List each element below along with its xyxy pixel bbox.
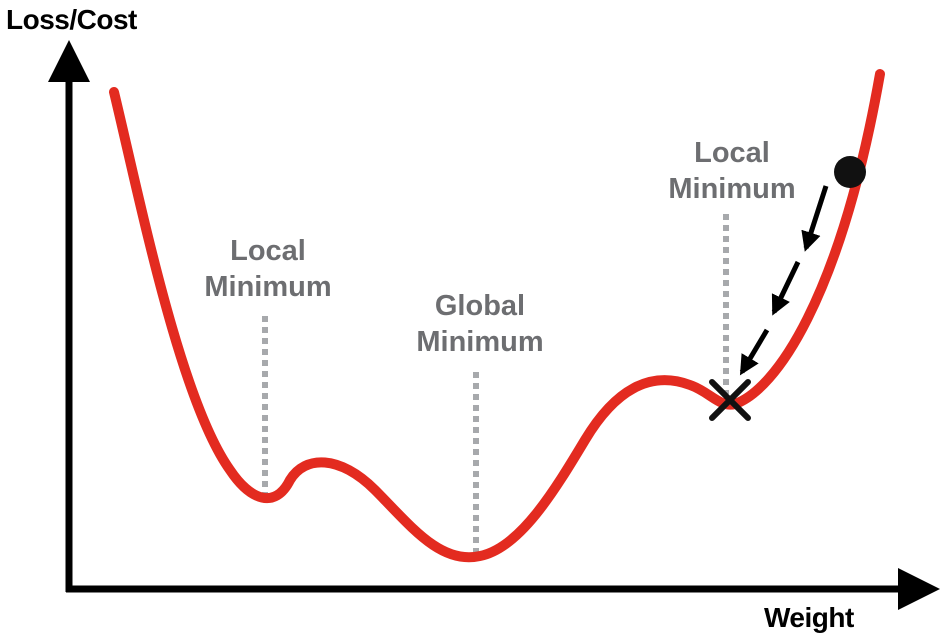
descent-arrow-3 [739, 328, 770, 376]
descent-path [739, 185, 829, 376]
y-axis [48, 40, 90, 592]
descent-arrow-1 [801, 185, 829, 252]
global-minimum-label: Global Minimum [416, 292, 543, 364]
global-minimum-line1: Global [434, 290, 526, 322]
loss-curve [109, 69, 885, 563]
x-axis-title: Weight [764, 602, 854, 633]
local-minimum-left-line1: Local [230, 235, 306, 267]
x-axis [66, 568, 940, 610]
y-axis-title: Loss/Cost [6, 4, 137, 35]
global-minimum-line2: Minimum [416, 326, 544, 358]
end-point-x-icon [709, 379, 751, 421]
local-minimum-right-label: Local Minimum [668, 139, 795, 211]
y-axis-arrow-icon [48, 40, 90, 82]
descent-arrow-2 [771, 260, 801, 316]
local-minimum-right-line1: Local [694, 137, 770, 169]
start-point-icon [834, 156, 866, 188]
x-axis-arrow-icon [898, 568, 940, 610]
local-minimum-left-label: Local Minimum [204, 237, 331, 309]
local-minimum-left-line2: Minimum [204, 271, 332, 303]
local-minimum-right-line2: Minimum [668, 173, 796, 205]
